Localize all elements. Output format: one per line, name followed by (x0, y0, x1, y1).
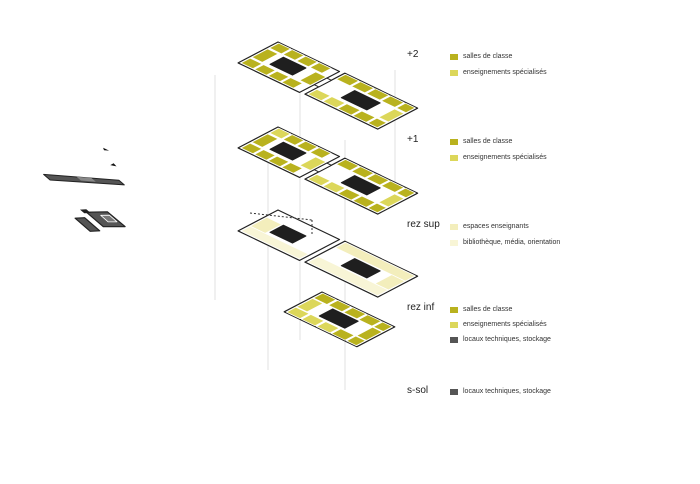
classroom-room (301, 313, 325, 327)
legend-item-label: enseignements spécialisés (463, 69, 547, 76)
classroom-room (268, 42, 292, 55)
classroom-room (352, 195, 376, 208)
classroom-room (253, 149, 277, 161)
courtyard-void (269, 141, 307, 161)
floor-plate-link (313, 77, 332, 88)
legend-item-label: locaux techniques, stockage (463, 388, 551, 395)
floor-plate-link (313, 162, 332, 173)
library-space (240, 225, 310, 260)
classroom-room (357, 314, 382, 327)
classroom-room (251, 133, 279, 148)
teacher-space (374, 274, 406, 291)
classroom-room (365, 173, 390, 186)
classroom-room (331, 328, 355, 341)
classroom-room (251, 48, 279, 63)
classroom-room (312, 292, 337, 305)
classroom-room (267, 155, 290, 168)
entry-arrow-icon (110, 163, 117, 167)
classroom-room (267, 70, 290, 83)
classroom-room (395, 102, 416, 114)
legend-swatch (450, 307, 458, 313)
legend-swatch (450, 337, 458, 343)
classroom-room (356, 326, 383, 341)
classroom-room (295, 55, 319, 68)
classroom-room (268, 127, 292, 140)
legend-swatch (450, 155, 458, 161)
level-label-plus1: +1 (407, 134, 419, 145)
classroom-room (337, 188, 361, 201)
level-label-plus2: +2 (407, 49, 419, 60)
legend-swatch (450, 389, 458, 395)
legend-swatch (450, 54, 458, 60)
courtyard-void (318, 308, 359, 329)
classroom-room (380, 180, 405, 193)
classroom-room (240, 142, 263, 155)
legend-swatch (450, 139, 458, 145)
legend-swatch (450, 240, 458, 246)
courtyard-void (269, 224, 307, 244)
entry-arrow-icon (103, 147, 110, 151)
courtyard-void (340, 175, 381, 196)
legend-swatch (450, 224, 458, 230)
legend-item-label: enseignements spécialisés (463, 154, 547, 161)
legend-item-label: espaces enseignants (463, 223, 529, 230)
basement-access (80, 209, 91, 214)
classroom-room (299, 71, 327, 86)
classroom-room (280, 77, 304, 89)
classroom-room (282, 49, 305, 61)
classroom-room (378, 108, 405, 123)
classroom-room (337, 103, 361, 116)
classroom-room (280, 162, 304, 174)
classroom-room (380, 95, 405, 108)
legend-swatch (450, 70, 458, 76)
classroom-room (378, 193, 405, 208)
classroom-room (342, 307, 367, 320)
basement-storage-block (74, 217, 101, 232)
legend-item-label: salles de classe (463, 53, 513, 60)
classroom-room (327, 299, 352, 313)
classroom-room (286, 306, 310, 320)
classroom-room (253, 64, 277, 76)
classroom-room (282, 134, 305, 146)
classroom-room (299, 156, 327, 171)
level-label-ssol: s-sol (407, 385, 429, 396)
courtyard-void (340, 258, 381, 279)
classroom-room (307, 89, 331, 102)
legend-swatch (450, 322, 458, 328)
classroom-room (372, 321, 393, 332)
classroom-room (395, 187, 416, 199)
courtyard-void (269, 56, 307, 76)
classroom-room (367, 202, 388, 214)
library-space (307, 256, 389, 297)
legend-item-label: salles de classe (463, 306, 513, 313)
classroom-room (365, 88, 390, 101)
legend-item-label: locaux techniques, stockage (463, 336, 551, 343)
basement-storage-room (100, 214, 118, 223)
classroom-room (350, 166, 375, 179)
classroom-room (352, 110, 376, 123)
classroom-room (367, 117, 388, 129)
classroom-room (335, 158, 360, 172)
legend-item-label: salles de classe (463, 138, 513, 145)
classroom-room (296, 297, 324, 313)
classroom-room (309, 62, 332, 74)
legend-item-label: enseignements spécialisés (463, 321, 547, 328)
classroom-room (335, 74, 360, 87)
classroom-room (316, 321, 340, 334)
classroom-room (322, 96, 346, 109)
classroom-room (322, 181, 346, 194)
classroom-room (240, 57, 263, 70)
level-label-rezsup: rez sup (407, 219, 440, 230)
classroom-room (309, 147, 332, 159)
legend-item-label: bibliothèque, média, orientation (463, 239, 561, 246)
courtyard-void (340, 90, 381, 111)
classroom-room (307, 173, 331, 187)
classroom-room (295, 140, 319, 153)
classroom-room (346, 335, 366, 347)
level-label-rezinf: rez inf (407, 302, 435, 313)
technical-storage-room (76, 176, 96, 182)
classroom-room (350, 81, 375, 94)
